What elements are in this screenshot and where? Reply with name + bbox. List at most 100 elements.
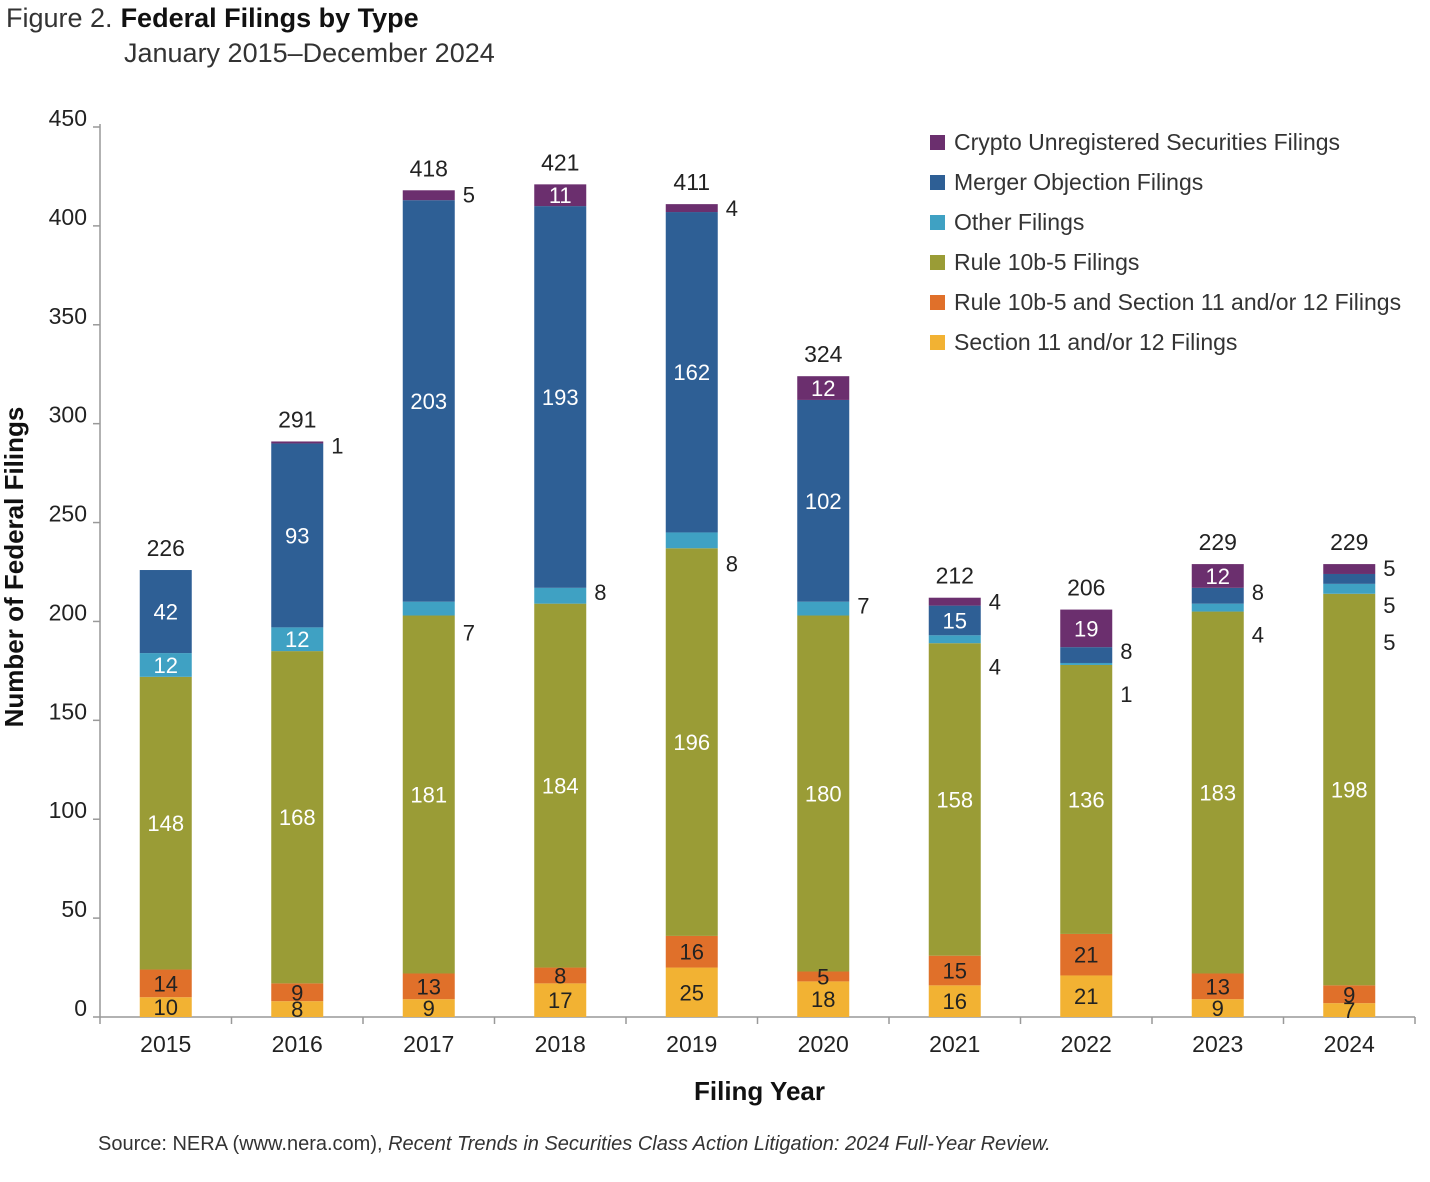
bar-segment	[1060, 933, 1113, 976]
data-label: 9	[291, 980, 303, 1005]
data-label: 4	[989, 590, 1001, 615]
bar-total-label: 421	[541, 149, 579, 175]
data-label: 19	[1074, 616, 1098, 641]
bar-segment	[1323, 564, 1376, 574]
bar-total-label: 411	[673, 169, 710, 195]
bar-segment	[1191, 603, 1244, 612]
figure-heading: Figure 2. Federal Filings by Type	[6, 0, 419, 36]
data-label: 13	[417, 974, 441, 999]
data-label: 158	[936, 787, 973, 812]
bar-segment	[271, 441, 324, 444]
data-label: 5	[463, 182, 475, 207]
data-label: 203	[410, 389, 447, 414]
data-label: 102	[805, 489, 842, 514]
data-label: 7	[1343, 998, 1355, 1023]
data-label: 21	[1074, 943, 1098, 968]
legend-label: Rule 10b-5 Filings	[954, 248, 1140, 275]
bar-total-label: 229	[1330, 529, 1368, 555]
bar-segment	[1323, 573, 1376, 584]
bar-segment	[665, 967, 718, 1017]
data-label: 8	[554, 963, 566, 988]
data-label: 11	[549, 183, 572, 208]
data-label: 5	[1383, 630, 1395, 655]
bar-segment	[665, 935, 718, 968]
data-label: 168	[279, 805, 316, 830]
bar-segment	[1323, 593, 1376, 986]
y-tick-label: 200	[49, 599, 87, 625]
legend-item: Crypto Unregistered Securities Filings	[930, 122, 1401, 162]
bar-segment	[797, 971, 850, 982]
bar-segment	[1060, 664, 1113, 934]
legend-swatch	[930, 294, 945, 310]
data-label: 1	[331, 433, 343, 458]
data-label: 4	[1252, 623, 1264, 648]
y-tick-label: 300	[49, 402, 87, 428]
legend-item: Merger Objection Filings	[930, 162, 1401, 202]
legend-label: Section 11 and/or 12 Filings	[954, 328, 1238, 355]
bar-segment	[797, 615, 850, 972]
data-label: 181	[410, 783, 447, 808]
bar-total-label: 206	[1067, 575, 1105, 601]
data-label: 1	[1120, 682, 1132, 707]
bar-segment	[665, 548, 718, 936]
x-tick-label: 2022	[1061, 1031, 1112, 1057]
bar-segment	[534, 603, 587, 968]
data-label: 12	[154, 653, 178, 678]
legend-label: Other Filings	[954, 208, 1085, 235]
bar-segment	[797, 399, 850, 602]
legend-swatch	[930, 134, 945, 150]
data-label: 183	[1199, 781, 1236, 806]
data-label: 4	[989, 654, 1001, 679]
data-label: 198	[1331, 778, 1368, 803]
bar-segment	[928, 597, 981, 606]
bar-total-label: 226	[147, 535, 185, 561]
x-tick-label: 2021	[929, 1031, 980, 1057]
bar-segment	[1323, 583, 1376, 594]
data-label: 180	[805, 782, 842, 807]
data-label: 8	[291, 997, 303, 1022]
data-label: 15	[943, 608, 967, 633]
legend-item: Rule 10b-5 and Section 11 and/or 12 Fili…	[930, 282, 1401, 322]
data-label: 17	[548, 988, 572, 1013]
data-label: 12	[811, 376, 835, 401]
legend-label: Merger Objection Filings	[954, 168, 1204, 195]
source-prefix: Source: NERA (www.nera.com),	[98, 1133, 389, 1155]
x-tick-label: 2023	[1192, 1031, 1243, 1057]
figure-subtitle: January 2015–December 2024	[124, 38, 495, 68]
data-label: 16	[943, 989, 967, 1014]
bar-total-label: 418	[410, 155, 448, 181]
bar-segment	[271, 651, 324, 984]
bar-segment	[665, 532, 718, 549]
legend-item: Rule 10b-5 Filings	[930, 242, 1401, 282]
bar-segment	[534, 184, 587, 207]
bar-segment	[1191, 999, 1244, 1017]
x-tick-label: 2018	[535, 1031, 586, 1057]
bar-segment	[271, 627, 324, 652]
data-label: 15	[943, 959, 967, 984]
data-label: 162	[673, 360, 710, 385]
bar-segment	[402, 200, 455, 602]
x-tick-label: 2016	[272, 1031, 323, 1057]
data-label: 93	[285, 523, 309, 548]
bar-segment	[402, 615, 455, 974]
x-tick-label: 2024	[1324, 1031, 1375, 1057]
data-label: 12	[285, 627, 309, 652]
source-publication: Recent Trends in Securities Class Action…	[388, 1133, 1051, 1155]
data-label: 14	[154, 971, 178, 996]
data-label: 5	[817, 964, 829, 989]
y-tick-label: 100	[49, 797, 87, 823]
data-label: 10	[154, 995, 178, 1020]
data-label: 196	[673, 730, 710, 755]
bar-segment	[1060, 662, 1113, 665]
bar-segment	[928, 643, 981, 956]
data-label: 4	[726, 196, 738, 221]
data-label: 148	[147, 811, 184, 836]
data-label: 18	[811, 987, 835, 1012]
bar-segment	[139, 570, 192, 654]
y-tick-label: 450	[49, 105, 87, 131]
bar-segment	[271, 1001, 324, 1017]
data-label: 9	[1212, 996, 1224, 1021]
source-note: Source: NERA (www.nera.com), Recent Tren…	[98, 1133, 1051, 1156]
bar-segment	[139, 653, 192, 677]
x-tick-label: 2015	[140, 1031, 191, 1057]
